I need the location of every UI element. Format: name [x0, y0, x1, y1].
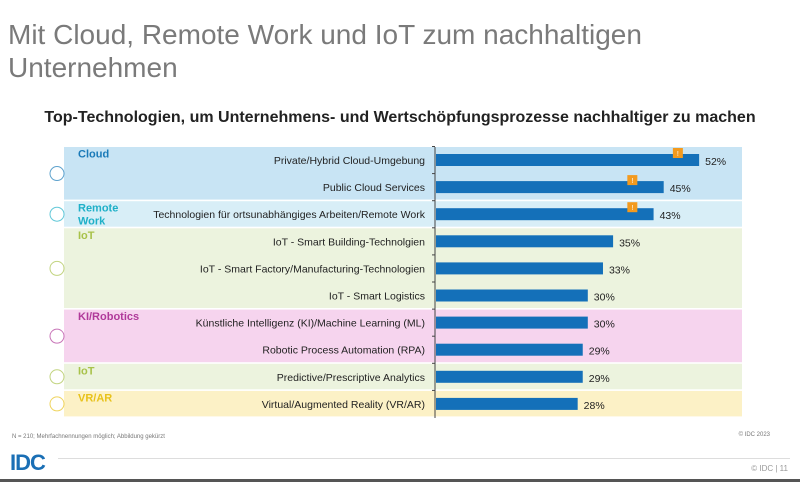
- factory-truck-icon: [49, 260, 65, 276]
- value-label: 30%: [594, 319, 615, 331]
- brain-head-icon: [49, 328, 65, 344]
- slide-title: Mit Cloud, Remote Work und IoT zum nachh…: [8, 19, 642, 83]
- bar: [436, 235, 614, 248]
- bottom-bar: [0, 479, 800, 482]
- footer-divider: [58, 458, 790, 459]
- copyright: © IDC 2023: [738, 432, 770, 438]
- group-label: Cloud: [78, 149, 109, 161]
- category-label: IoT - Smart Building-Technolgien: [273, 236, 425, 248]
- bar: [436, 343, 583, 356]
- category-label: Private/Hybrid Cloud-Umgebung: [274, 155, 425, 167]
- bar: [436, 181, 664, 194]
- value-label: 52%: [705, 156, 726, 168]
- bar: [436, 397, 578, 410]
- value-label: 43%: [660, 210, 681, 222]
- bar: [436, 316, 588, 329]
- group-label: Work: [78, 216, 106, 228]
- group-band: [64, 390, 742, 417]
- chart-title: Top-Technologien, um Unternehmens- und W…: [44, 109, 756, 126]
- category-label: Public Cloud Services: [323, 182, 425, 194]
- value-label: 28%: [584, 400, 605, 412]
- group-label: VR/AR: [78, 392, 112, 404]
- category-label: Künstliche Intelligenz (KI)/Machine Lear…: [196, 318, 425, 330]
- page-number: © IDC | 11: [751, 464, 788, 473]
- value-label: 29%: [589, 373, 610, 385]
- marker: [672, 148, 683, 158]
- category-label: Technologien für ortsunabhängiges Arbeit…: [153, 209, 426, 221]
- bar: [436, 370, 583, 383]
- bar: [436, 154, 700, 166]
- category-label: Robotic Process Automation (RPA): [262, 345, 425, 357]
- group-label: IoT: [78, 365, 95, 377]
- category-label: Virtual/Augmented Reality (VR/AR): [262, 399, 425, 411]
- group-band: [64, 309, 742, 363]
- marker-label: !: [631, 205, 633, 212]
- group-label: IoT: [78, 230, 95, 242]
- bar: [436, 262, 603, 275]
- factory-truck-icon: [49, 369, 65, 385]
- marker: [627, 202, 638, 213]
- bar: [436, 289, 588, 302]
- group-band: [64, 363, 742, 390]
- group-label: Remote: [78, 203, 118, 215]
- group-label: KI/Robotics: [78, 311, 139, 323]
- category-label: IoT - Smart Factory/Manufacturing-Techno…: [200, 263, 425, 275]
- vr-glasses-icon: [49, 396, 65, 412]
- footnote: N = 210; Mehrfachnennungen möglich; Abbi…: [12, 434, 165, 440]
- value-label: 33%: [609, 264, 630, 276]
- idc-logo: IDC: [10, 450, 46, 475]
- category-label: Predictive/Prescriptive Analytics: [277, 372, 425, 384]
- marker-label: !: [631, 178, 633, 185]
- building-network-icon: [49, 206, 65, 222]
- bar: [436, 208, 654, 221]
- value-label: 30%: [594, 292, 615, 304]
- marker-label: !: [677, 151, 679, 158]
- value-label: 45%: [670, 183, 691, 195]
- group-band: [64, 228, 742, 308]
- cloud-icon: [49, 166, 65, 182]
- value-label: 29%: [589, 346, 610, 358]
- marker: [627, 175, 638, 186]
- category-label: IoT - Smart Logistics: [329, 291, 425, 303]
- value-label: 35%: [619, 237, 640, 249]
